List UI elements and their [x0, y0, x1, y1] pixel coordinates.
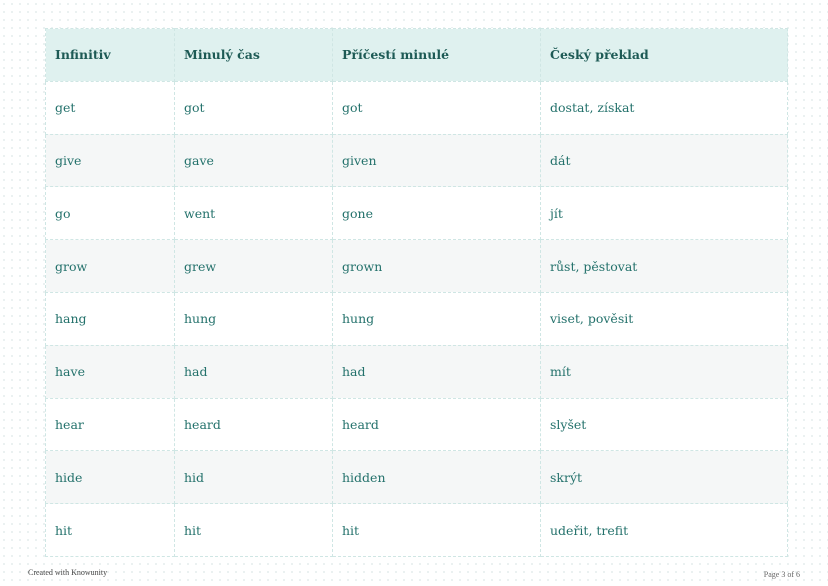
- table-cell: hung: [332, 291, 541, 346]
- header-cesky-preklad: Český překlad: [540, 28, 788, 82]
- table-cell: gave: [174, 133, 333, 188]
- table-cell: hung: [174, 291, 333, 346]
- table-cell: got: [174, 80, 333, 135]
- table-cell: skrýt: [540, 450, 788, 505]
- table-cell: hit: [45, 503, 175, 557]
- table-row: grow grew grown růst, pěstovat: [45, 239, 788, 293]
- table-cell: hang: [45, 291, 175, 346]
- table-cell: went: [174, 186, 333, 241]
- table-row: hit hit hit udeřit, trefit: [45, 503, 788, 557]
- table-row: hide hid hidden skrýt: [45, 450, 788, 505]
- table-cell: jít: [540, 186, 788, 241]
- table-cell: mít: [540, 344, 788, 399]
- table-header-row: Infinitiv Minulý čas Příčestí minulé Čes…: [45, 28, 788, 82]
- table-cell: grown: [332, 239, 541, 293]
- table-cell: give: [45, 133, 175, 188]
- table-cell: hit: [332, 503, 541, 557]
- table-cell: grow: [45, 239, 175, 293]
- table-cell: gone: [332, 186, 541, 241]
- table-cell: slyšet: [540, 397, 788, 452]
- table-row: hear heard heard slyšet: [45, 397, 788, 452]
- table-cell: udeřit, trefit: [540, 503, 788, 557]
- verb-table: Infinitiv Minulý čas Příčestí minulé Čes…: [45, 28, 788, 557]
- table-cell: had: [332, 344, 541, 399]
- table-cell: růst, pěstovat: [540, 239, 788, 293]
- table-cell: heard: [174, 397, 333, 452]
- table-cell: dostat, získat: [540, 80, 788, 135]
- table-cell: viset, pověsit: [540, 291, 788, 346]
- header-minuly-cas: Minulý čas: [174, 28, 333, 82]
- table-cell: hear: [45, 397, 175, 452]
- page-number: Page 3 of 6: [763, 570, 800, 579]
- table-cell: got: [332, 80, 541, 135]
- table-row: hang hung hung viset, pověsit: [45, 291, 788, 346]
- table-cell: had: [174, 344, 333, 399]
- table-row: get got got dostat, získat: [45, 80, 788, 135]
- table-cell: go: [45, 186, 175, 241]
- table-cell: dát: [540, 133, 788, 188]
- table-cell: hid: [174, 450, 333, 505]
- footer-credit: Created with Knowunity: [28, 568, 108, 577]
- header-infinitiv: Infinitiv: [45, 28, 175, 82]
- table-cell: hide: [45, 450, 175, 505]
- table-row: go went gone jít: [45, 186, 788, 241]
- table-row: give gave given dát: [45, 133, 788, 188]
- header-pricesti-minule: Příčestí minulé: [332, 28, 541, 82]
- table-cell: given: [332, 133, 541, 188]
- table-cell: grew: [174, 239, 333, 293]
- table-cell: hit: [174, 503, 333, 557]
- table-row: have had had mít: [45, 344, 788, 399]
- table-cell: hidden: [332, 450, 541, 505]
- table-cell: get: [45, 80, 175, 135]
- table-cell: have: [45, 344, 175, 399]
- table-cell: heard: [332, 397, 541, 452]
